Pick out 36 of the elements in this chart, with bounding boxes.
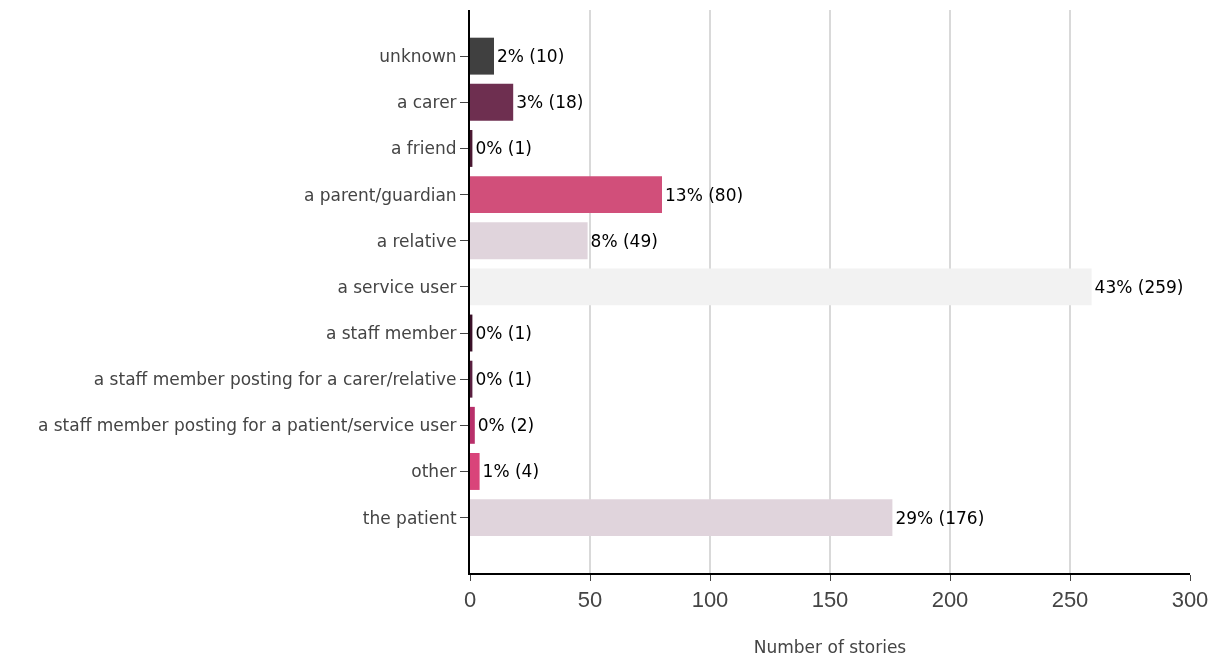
- x-tick-label: 100: [691, 587, 729, 613]
- bar: [470, 453, 480, 490]
- x-axis-title: Number of stories: [753, 637, 907, 658]
- data-label: 43% (259): [1094, 276, 1184, 297]
- bar: [470, 176, 662, 214]
- y-tick-label: a parent/guardian: [303, 184, 457, 205]
- data-label: 0% (1): [475, 138, 532, 159]
- y-tick-label: the patient: [362, 507, 457, 528]
- data-label: 0% (1): [475, 323, 532, 344]
- data-label: 8% (49): [590, 230, 658, 251]
- y-tick-label: a staff member posting for a carer/relative: [93, 369, 457, 390]
- y-tick-label: a staff member: [325, 322, 457, 343]
- bar: [470, 406, 475, 444]
- x-tick-label: 250: [1051, 587, 1089, 613]
- y-tick-label: a carer: [396, 92, 457, 113]
- y-tick-label: other: [411, 461, 457, 482]
- data-label: 2% (10): [497, 46, 565, 67]
- bar: [470, 37, 494, 75]
- y-tick-label: a relative: [376, 230, 457, 251]
- y-tick-label: a staff member posting for a patient/service user: [37, 415, 457, 436]
- data-label: 3% (18): [516, 92, 584, 113]
- x-tick-label: 200: [931, 587, 969, 613]
- data-label: 1% (4): [482, 461, 540, 482]
- y-tick-label: a service user: [337, 276, 457, 297]
- bar: [470, 268, 1092, 306]
- data-label: 29% (176): [895, 507, 985, 528]
- data-label: 0% (1): [475, 369, 532, 390]
- y-tick-label: a friend: [391, 138, 457, 159]
- x-tick-label: 300: [1171, 587, 1209, 613]
- x-tick-label: 50: [577, 587, 603, 613]
- x-tick-label: 150: [811, 587, 849, 613]
- x-tick-label: 0: [463, 587, 477, 613]
- data-label: 0% (2): [477, 415, 535, 436]
- y-tick-label: unknown: [379, 46, 457, 67]
- bar: [470, 83, 514, 121]
- data-label: 13% (80): [665, 184, 744, 205]
